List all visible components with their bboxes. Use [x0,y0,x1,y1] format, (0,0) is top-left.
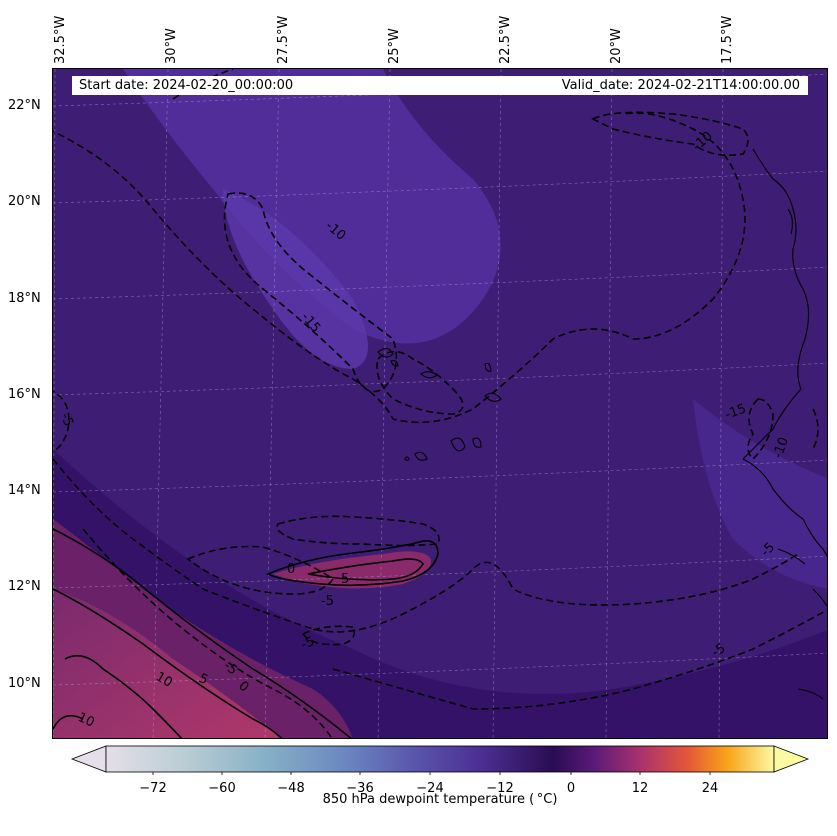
colorbar-max-extend [773,745,810,773]
contour-label: -10 [771,435,792,460]
colorbar-tick-label: 12 [631,781,649,796]
date-header: Start date: 2024-02-20_00:00:00 Valid_da… [72,76,808,95]
colorbar-tick-label: 0 [566,781,576,796]
contour-label: 0 [287,562,295,577]
lat-label: 12°N [8,579,41,594]
lon-label: 17.5°W [720,15,735,64]
moist-band [123,69,501,344]
map-panel[interactable]: -10 -10 -15 -15 -10 -5 0 5 -5 -5 -5 10 5… [52,68,828,739]
coastline [742,148,827,700]
lat-label: 18°N [8,291,41,306]
lon-label: 20°W [609,28,624,64]
lat-label: 16°N [8,387,41,402]
colorbar-min-extend [70,745,107,773]
lat-label: 10°N [8,676,41,691]
contour-label: -5 [321,594,334,609]
colorbar-tick-label: −48 [277,781,305,796]
contour-label: -5 [57,411,76,428]
graticule [53,69,827,738]
colorbar-tick-label: −60 [208,781,236,796]
lat-label: 14°N [8,483,41,498]
east-moist-region [693,399,827,589]
colorbar-tick-label: −72 [139,781,167,796]
lat-label: 20°N [8,194,41,209]
contour-label: 10 [153,669,175,690]
colorbar-tick-label: −36 [346,781,374,796]
colorbar-tick-label: −24 [416,781,444,796]
start-date-label: Start date: 2024-02-20_00:00:00 [79,78,294,93]
solid-contours [53,528,439,738]
contour-label: 5 [341,572,349,587]
contour-label: -5 [299,634,316,653]
lon-label: 30°W [164,28,179,64]
colorbar-tick-label: 24 [701,781,719,796]
contour-label: 10 [75,710,96,731]
lat-label: 22°N [8,98,41,113]
colorbar-title: 850 hPa dewpoint temperature ( °C) [322,792,558,807]
colorbar-gradient [105,745,775,773]
lon-label: 32.5°W [53,15,68,64]
colorbar-tick-label: −12 [486,781,514,796]
lon-label: 27.5°W [276,15,291,64]
colorbar [70,745,810,775]
contour-label: -15 [723,401,748,422]
dewpoint-map: -10 -10 -15 -15 -10 -5 0 5 -5 -5 -5 10 5… [53,69,827,738]
moist-band-core [223,189,368,369]
lon-label: 22.5°W [498,15,513,64]
valid-date-label: Valid_date: 2024-02-21T14:00:00.00 [561,78,800,93]
lon-label: 25°W [387,28,402,64]
